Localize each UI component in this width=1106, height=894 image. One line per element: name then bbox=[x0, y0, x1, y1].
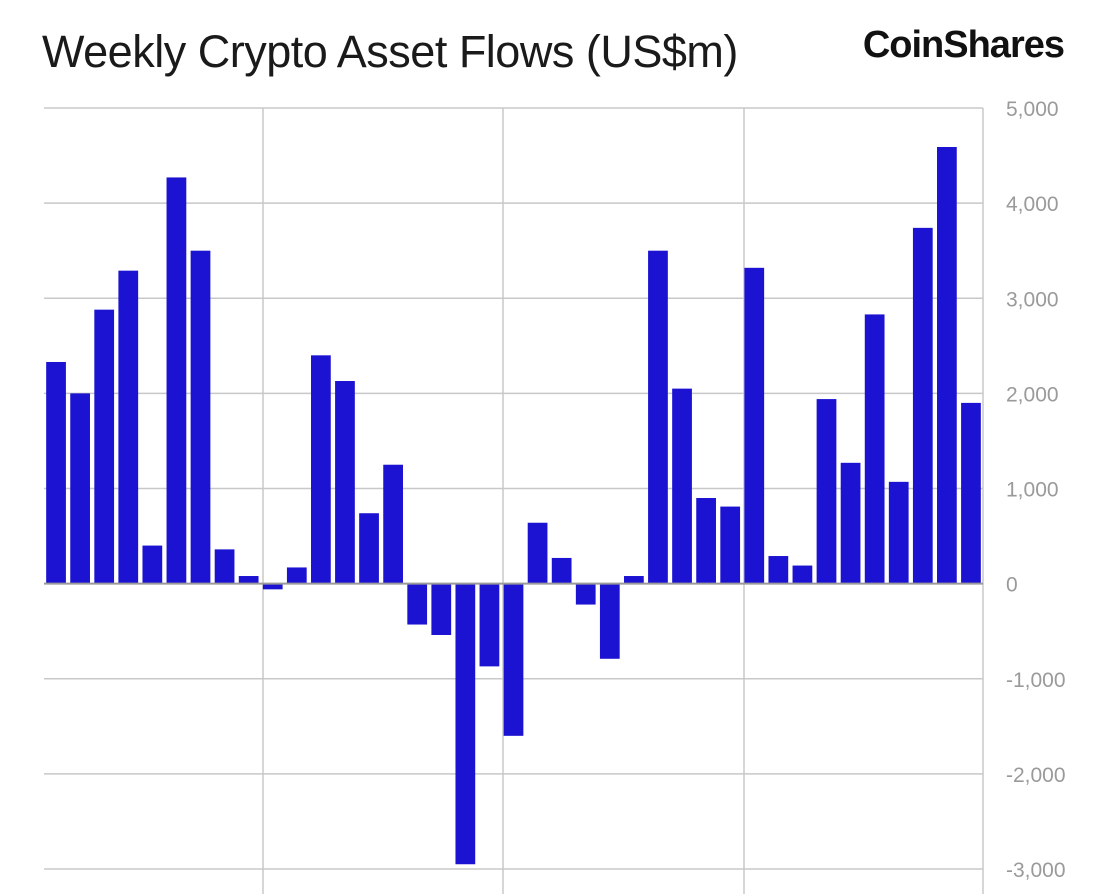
y-tick-label: -2,000 bbox=[1006, 764, 1066, 787]
bar bbox=[648, 250, 668, 584]
bar bbox=[383, 464, 403, 584]
bar bbox=[359, 513, 379, 584]
bar bbox=[166, 177, 187, 584]
y-tick-label: -3,000 bbox=[1006, 859, 1066, 882]
bar bbox=[407, 583, 428, 625]
bar bbox=[768, 556, 789, 584]
bar bbox=[575, 583, 596, 605]
bar bbox=[503, 583, 524, 736]
bar bbox=[311, 355, 331, 584]
bar bbox=[696, 498, 716, 584]
y-tick-label: 4,000 bbox=[1006, 193, 1059, 216]
bar bbox=[238, 576, 259, 584]
bars bbox=[46, 147, 981, 865]
bar bbox=[527, 522, 548, 584]
y-tick-label: 3,000 bbox=[1006, 288, 1059, 311]
bar bbox=[840, 462, 861, 584]
bar bbox=[792, 565, 813, 584]
chart-title: Weekly Crypto Asset Flows (US$m) bbox=[42, 26, 738, 77]
bar bbox=[190, 250, 211, 584]
bar bbox=[720, 506, 741, 584]
bar bbox=[262, 583, 283, 590]
bar bbox=[70, 393, 90, 584]
bar bbox=[118, 270, 139, 584]
bar bbox=[672, 388, 692, 584]
y-tick-label: 0 bbox=[1006, 574, 1018, 597]
y-tick-label: -1,000 bbox=[1006, 669, 1066, 692]
y-tick-label: 2,000 bbox=[1006, 383, 1059, 406]
y-axis-labels: 5,000 4,000 3,000 2,000 1,000 0 -1,000 -2,000 -3… bbox=[1006, 98, 1066, 882]
bar bbox=[455, 583, 476, 865]
bar bbox=[94, 309, 115, 584]
bar bbox=[816, 399, 837, 584]
bar bbox=[286, 567, 307, 584]
bar bbox=[335, 381, 355, 584]
bar bbox=[551, 557, 572, 584]
bar bbox=[744, 267, 765, 584]
bar bbox=[961, 402, 981, 584]
bar bbox=[864, 314, 885, 584]
bar bbox=[46, 361, 66, 584]
bar bbox=[912, 227, 933, 584]
bar bbox=[624, 576, 644, 584]
bar bbox=[937, 147, 957, 584]
coinshares-logo: CoinShares bbox=[862, 24, 1065, 66]
bar bbox=[888, 481, 909, 584]
bar bbox=[431, 583, 452, 635]
y-tick-label: 5,000 bbox=[1006, 98, 1059, 121]
bar bbox=[142, 545, 163, 584]
bar bbox=[479, 583, 500, 667]
bar bbox=[599, 583, 620, 659]
bar bbox=[214, 549, 235, 584]
y-tick-label: 1,000 bbox=[1006, 479, 1059, 502]
